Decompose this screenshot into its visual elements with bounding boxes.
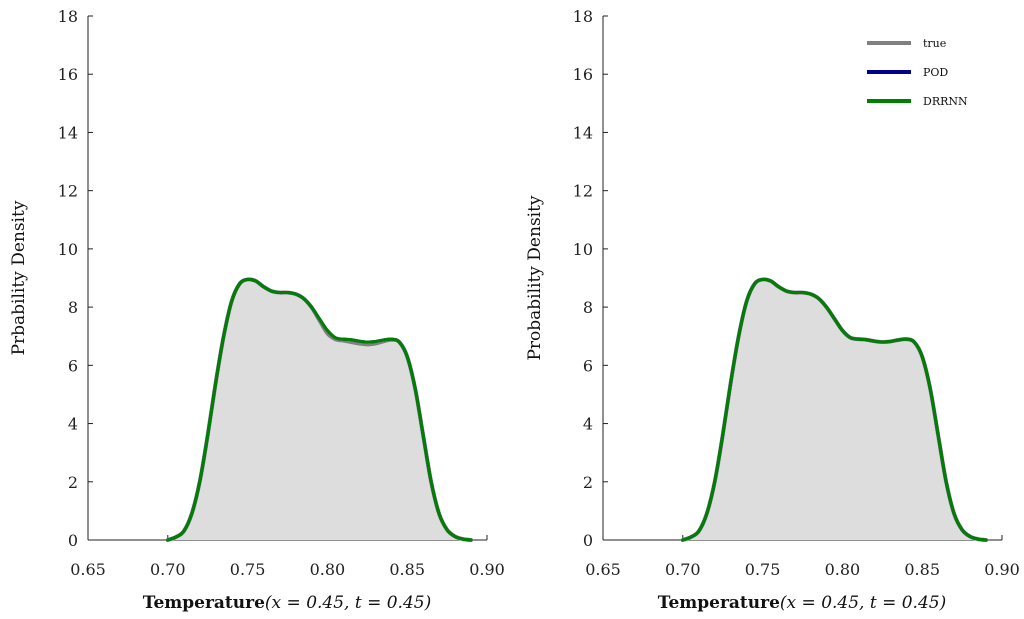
- legend-label-pod: POD: [923, 66, 948, 79]
- y-tick-label: 12: [573, 182, 593, 201]
- x-tick-label: 0.80: [310, 560, 346, 579]
- y-tick-label: 10: [573, 240, 593, 259]
- y-tick-label: 8: [583, 298, 593, 317]
- y-tick-label: 14: [573, 123, 593, 142]
- x-tick-label: 0.70: [665, 560, 701, 579]
- y-tick-label: 14: [58, 123, 78, 142]
- x-axis-label: Temperature(x = 0.45, t = 0.45): [143, 593, 431, 613]
- x-tick-label: 0.65: [585, 560, 621, 579]
- x-axis-label-main: Temperature: [143, 593, 265, 613]
- density-fill-area: [682, 279, 987, 540]
- y-tick-label: 18: [573, 7, 593, 26]
- x-axis-label-math: (x = 0.45, t = 0.45): [265, 593, 431, 613]
- x-tick-label: 0.85: [389, 560, 425, 579]
- x-tick-label: 0.75: [745, 560, 781, 579]
- density-fill-area: [167, 279, 472, 540]
- x-tick-label: 0.80: [825, 560, 861, 579]
- y-tick-label: 2: [583, 473, 593, 492]
- y-tick-label: 12: [58, 182, 78, 201]
- y-tick-label: 6: [583, 356, 593, 375]
- x-axis-label: Temperature(x = 0.45, t = 0.45): [658, 593, 946, 613]
- y-axis-label: Prbability Density: [9, 200, 29, 355]
- legend-label-drrnn: DRRNN: [923, 95, 968, 108]
- x-tick-label: 0.75: [230, 560, 266, 579]
- y-tick-label: 4: [583, 415, 593, 434]
- x-tick-label: 0.65: [70, 560, 106, 579]
- series-line-drrnn: [681, 277, 988, 542]
- legend-label-true: true: [923, 37, 946, 50]
- y-tick-label: 16: [58, 65, 78, 84]
- x-tick-label: 0.90: [469, 560, 505, 579]
- chart-panel-left: 0 2 4 6 8 10 12 14 16 18 0.65 0.70 0.75 0.80 0.85 0.90 P…: [9, 7, 505, 613]
- legend: true POD DRRNN: [867, 37, 968, 108]
- x-tick-label: 0.90: [984, 560, 1020, 579]
- y-tick-label: 4: [68, 415, 78, 434]
- y-tick-label: 10: [58, 240, 78, 259]
- y-tick-label: 16: [573, 65, 593, 84]
- x-tick-label: 0.85: [904, 560, 940, 579]
- y-tick-label: 2: [68, 473, 78, 492]
- x-axis-label-main: Temperature: [658, 593, 780, 613]
- y-tick-label: 0: [583, 531, 593, 550]
- chart-panel-right: 0 2 4 6 8 10 12 14 16 18 0.65 0.70 0.75 0.80 0.85 0.90 P…: [525, 7, 1020, 613]
- y-axis-label: Probability Density: [525, 195, 545, 360]
- x-axis-label-math: (x = 0.45, t = 0.45): [780, 593, 946, 613]
- y-tick-label: 18: [58, 7, 78, 26]
- y-tick-label: 0: [68, 531, 78, 550]
- series-line-drrnn: [166, 277, 473, 542]
- y-tick-label: 8: [68, 298, 78, 317]
- y-tick-label: 6: [68, 356, 78, 375]
- x-tick-label: 0.70: [150, 560, 186, 579]
